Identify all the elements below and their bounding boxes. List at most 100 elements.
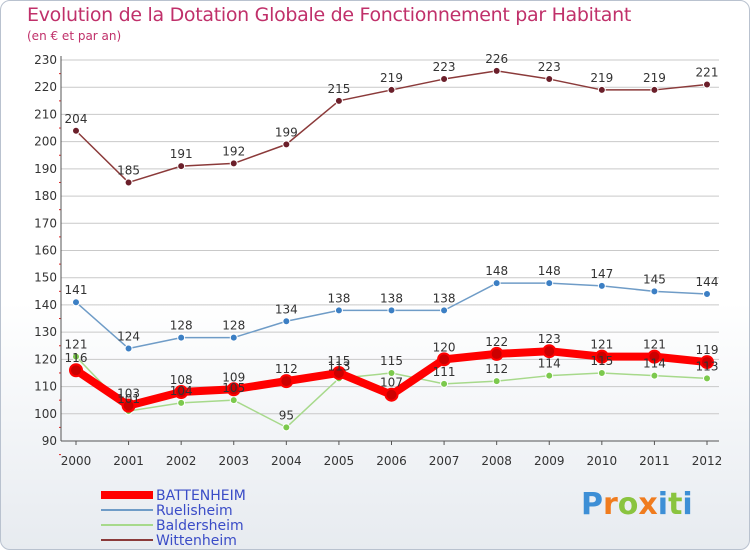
data-point [229,396,238,405]
data-point [226,382,241,397]
legend-label: Wittenheim [156,533,237,549]
data-point [72,298,80,307]
data-point [650,287,659,296]
data-label: 109 [222,370,245,384]
data-point [492,66,501,75]
data-point [650,85,659,94]
data-label: 104 [170,384,193,398]
y-tick-label: 230 [34,53,57,67]
data-point [489,346,504,361]
x-tick-label: 2006 [376,454,407,468]
data-point [121,398,136,413]
x-tick-label: 2010 [587,454,618,468]
data-point [72,352,80,361]
x-tick-label: 2009 [534,454,565,468]
data-point [229,159,238,168]
y-tick-label: 190 [34,162,57,176]
data-point [282,140,291,149]
data-label: 115 [590,354,613,368]
y-tick-label: 120 [34,352,57,366]
data-point [597,368,606,377]
y-tick-label: 180 [34,189,57,203]
chart-subtitle: (en € et par an) [27,29,122,43]
y-tick-label: 130 [34,325,57,339]
y-tick-label: 150 [34,271,57,285]
data-label: 148 [485,264,508,278]
data-label: 121 [643,338,666,352]
data-label: 111 [433,365,456,379]
data-label: 116 [65,351,88,365]
data-label: 112 [485,362,508,376]
data-label: 199 [275,125,298,139]
data-point [124,178,133,187]
data-label: 124 [117,329,140,343]
data-label: 108 [170,373,193,387]
data-point [647,349,662,364]
data-label: 113 [327,359,350,373]
data-label: 123 [538,332,561,346]
data-point [174,385,189,400]
logo-letter: i [682,487,693,522]
legend: BATTENHEIMRuelisheimBaldersheimWittenhei… [101,488,246,549]
data-label: 144 [696,275,719,289]
x-tick-label: 2012 [692,454,723,468]
data-label: 219 [590,71,613,85]
data-point [703,80,711,89]
data-point [703,290,711,299]
data-point [542,344,557,359]
data-point [387,368,396,377]
data-label: 122 [485,335,508,349]
logo-letter: o [617,487,639,522]
axes [59,56,719,456]
chart-title: Evolution de la Dotation Globale de Fonc… [27,4,632,26]
data-label: 114 [643,357,666,371]
data-label: 185 [117,163,140,177]
y-tick-label: 200 [34,135,57,149]
data-point [72,126,80,135]
y-tick-label: 220 [34,80,57,94]
data-point [700,355,714,370]
data-point [331,365,346,380]
data-point [334,306,343,315]
data-point [594,349,609,364]
y-tick-label: 100 [34,407,57,421]
x-tick-label: 2005 [324,454,355,468]
legend-label: Baldersheim [156,518,244,534]
data-label: 138 [433,291,456,305]
x-tick-label: 2000 [61,454,92,468]
x-tick-label: 2002 [166,454,197,468]
x-tick-label: 2007 [429,454,460,468]
data-point [387,306,396,315]
data-label: 223 [538,60,561,74]
proxiti-logo: Proxiti [581,487,693,522]
data-point [177,162,186,171]
data-point [492,377,501,386]
data-point [177,333,186,342]
y-tick-label: 170 [34,216,57,230]
y-tick-label: 160 [34,244,57,258]
data-label: 191 [170,147,193,161]
y-tick-label: 90 [42,434,57,448]
data-point [703,374,711,383]
data-point [69,363,83,378]
data-label: 101 [117,392,140,406]
logo-letter: t [668,487,683,522]
data-label: 138 [380,291,403,305]
data-point [334,96,343,105]
data-point [492,279,501,288]
y-tick-label: 110 [34,380,57,394]
x-tick-label: 2004 [271,454,302,468]
data-label: 112 [275,362,298,376]
data-label: 95 [279,408,294,422]
data-label: 114 [538,357,561,371]
data-label: 147 [590,267,613,281]
logo-letter: i [657,487,669,522]
legend-label: Ruelisheim [156,503,233,519]
data-label: 134 [275,302,298,316]
data-label: 219 [380,71,403,85]
data-point [282,423,291,432]
data-point [440,379,449,388]
logo-letter: x [638,487,658,522]
x-tick-label: 2001 [113,454,144,468]
